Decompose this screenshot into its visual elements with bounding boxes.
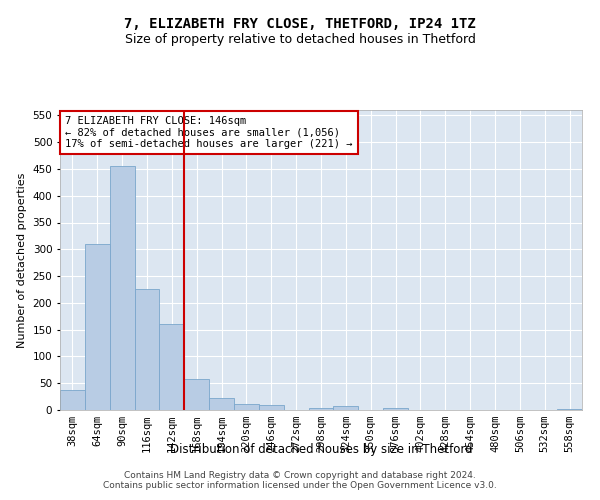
Text: 7 ELIZABETH FRY CLOSE: 146sqm
← 82% of detached houses are smaller (1,056)
17% o: 7 ELIZABETH FRY CLOSE: 146sqm ← 82% of d… xyxy=(65,116,353,149)
Bar xyxy=(308,408,334,410)
Bar xyxy=(259,405,284,410)
Text: 7, ELIZABETH FRY CLOSE, THETFORD, IP24 1TZ: 7, ELIZABETH FRY CLOSE, THETFORD, IP24 1… xyxy=(124,18,476,32)
Text: Contains HM Land Registry data © Crown copyright and database right 2024.
Contai: Contains HM Land Registry data © Crown c… xyxy=(103,470,497,490)
Bar xyxy=(110,166,134,410)
Bar xyxy=(557,409,582,410)
Bar xyxy=(184,380,209,410)
Text: Size of property relative to detached houses in Thetford: Size of property relative to detached ho… xyxy=(125,32,475,46)
Bar xyxy=(160,324,184,410)
Text: Distribution of detached houses by size in Thetford: Distribution of detached houses by size … xyxy=(170,442,472,456)
Bar xyxy=(209,398,234,410)
Bar xyxy=(383,408,408,410)
Y-axis label: Number of detached properties: Number of detached properties xyxy=(17,172,27,348)
Bar xyxy=(85,244,110,410)
Bar xyxy=(60,390,85,410)
Bar xyxy=(134,290,160,410)
Bar xyxy=(334,406,358,410)
Bar xyxy=(234,404,259,410)
